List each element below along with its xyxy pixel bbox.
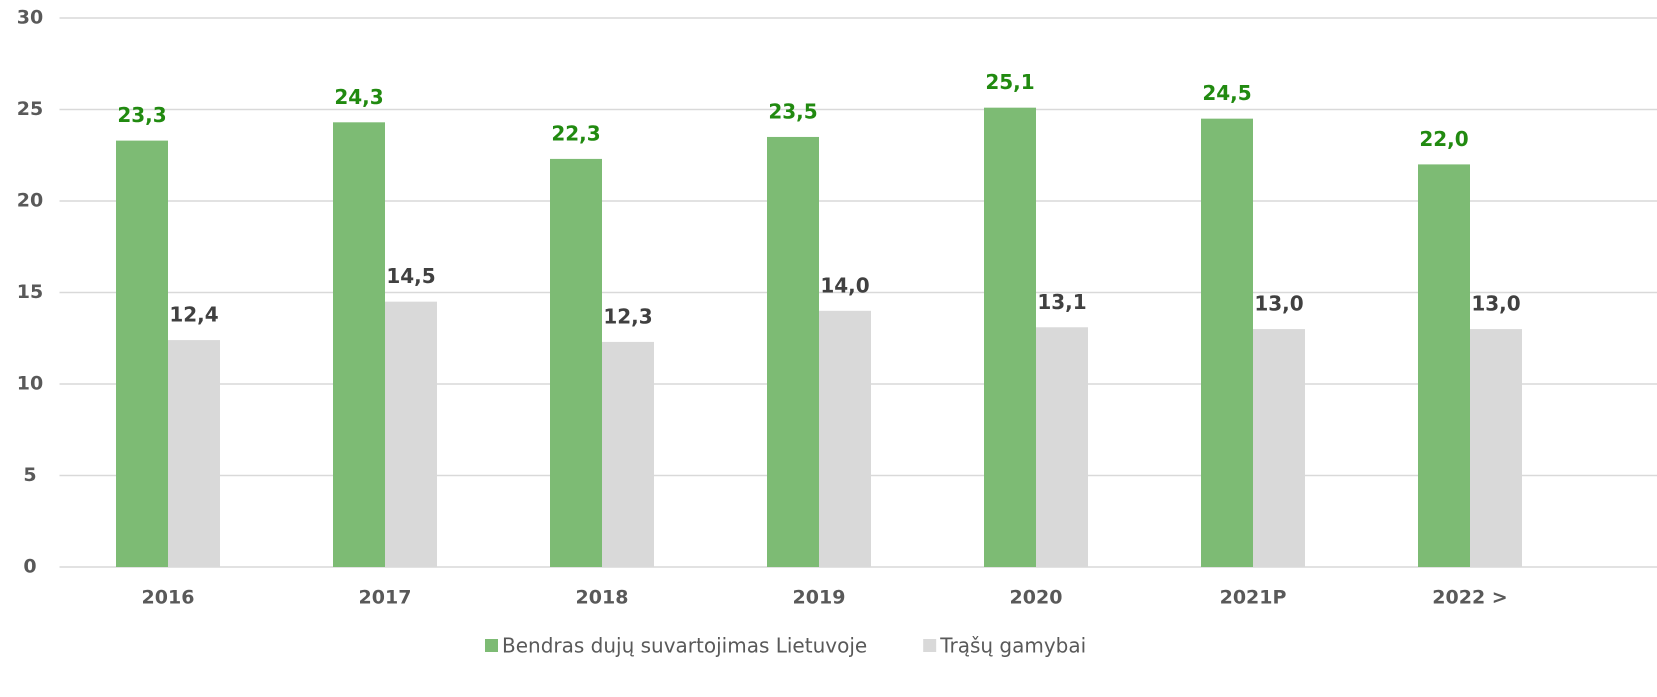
x-tick-label: 2017 [359, 587, 412, 609]
value-label: 14,0 [820, 273, 869, 297]
bar [333, 122, 385, 567]
legend-label: Bendras dujų suvartojimas Lietuvoje [502, 634, 867, 658]
bar [1036, 327, 1088, 567]
bar [767, 136, 819, 567]
bar [1253, 329, 1305, 567]
y-tick-label: 5 [23, 464, 36, 486]
value-label: 24,5 [1202, 81, 1251, 105]
bar [550, 158, 602, 567]
bar [819, 310, 871, 567]
value-label: 13,0 [1471, 292, 1520, 316]
value-label: 14,5 [386, 264, 435, 288]
y-tick-label: 10 [17, 373, 43, 395]
value-label: 22,0 [1419, 127, 1468, 151]
value-label: 13,1 [1037, 290, 1086, 314]
value-label: 22,3 [551, 121, 600, 145]
x-tick-label: 2019 [793, 587, 846, 609]
value-label: 23,5 [768, 99, 817, 123]
value-label: 13,0 [1254, 292, 1303, 316]
x-tick-label: 2016 [142, 587, 195, 609]
value-label: 23,3 [117, 103, 166, 127]
bar [168, 340, 220, 567]
value-label: 25,1 [985, 70, 1034, 94]
x-tick-label: 2020 [1010, 587, 1063, 609]
value-label: 24,3 [334, 85, 383, 109]
legend-swatch [923, 639, 937, 652]
legend-swatch [485, 639, 498, 652]
legend-label: Trąšų gamybai [939, 634, 1086, 658]
bar [385, 301, 437, 567]
value-label: 12,3 [603, 304, 652, 328]
y-tick-label: 20 [17, 190, 43, 212]
bar [984, 107, 1036, 568]
y-tick-label: 30 [17, 7, 43, 29]
y-tick-label: 0 [23, 556, 36, 578]
bar [1201, 118, 1253, 568]
x-tick-label: 2022 > [1432, 587, 1507, 609]
x-tick-label: 2021P [1220, 587, 1287, 609]
bar [116, 140, 168, 568]
y-tick-label: 15 [17, 281, 43, 303]
bar [1418, 164, 1470, 567]
bar [602, 341, 654, 567]
bar [1470, 329, 1522, 567]
y-tick-label: 25 [17, 98, 43, 120]
x-tick-label: 2018 [576, 587, 629, 609]
value-label: 12,4 [169, 303, 218, 327]
